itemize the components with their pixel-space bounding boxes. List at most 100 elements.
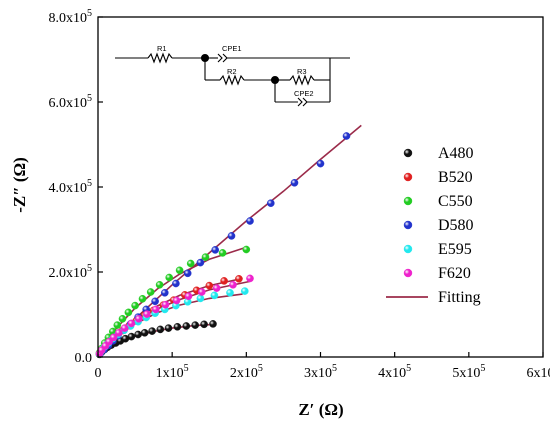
data-point-c550 [175,266,184,275]
circuit-label-r3: R3 [297,67,307,76]
legend-marker-b520 [403,172,413,182]
equivalent-circuit-diagram [115,52,350,107]
data-point-a480 [148,327,156,335]
legend-marker-f620 [403,268,413,278]
data-point-d580 [290,178,299,187]
data-point-f620 [127,319,136,328]
data-point-f620 [184,292,193,301]
data-point-f620 [161,300,170,309]
data-point-a480 [173,322,182,331]
legend-marker-a480 [403,148,413,158]
data-point-f620 [134,314,143,323]
data-point-d580 [342,132,351,140]
r1-resistor [147,52,173,64]
x-tick-label: 0 [95,366,102,381]
data-point-e595 [240,287,249,295]
y-axis-ticks: 0.0 2.0x105 4.0x105 6.0x105 8.0x105 [49,8,103,366]
data-point-f620 [109,333,118,342]
data-point-a480 [200,320,208,329]
legend-label-f620: F620 [438,265,471,282]
cpe1-element [217,53,228,63]
data-points [95,132,351,359]
x-axis-title: Z′ (Ω) [298,400,343,419]
data-point-e595 [196,294,205,303]
data-point-a480 [127,332,136,341]
legend-label-e595: E595 [438,241,472,258]
data-point-f620 [246,274,254,283]
data-point-c550 [186,259,195,268]
legend-marker-d580 [403,220,413,230]
junction-node-1 [200,53,210,63]
data-point-c550 [201,253,210,261]
r2-resistor [219,74,245,86]
data-point-b520 [220,277,228,285]
legend-marker-c550 [403,196,413,206]
data-point-e595 [210,291,219,300]
data-point-c550 [124,308,133,317]
data-point-d580 [316,159,325,168]
circuit-label-r2: R2 [227,67,237,76]
y-tick-label: 6.0x105 [49,93,93,111]
data-point-f620 [151,305,160,314]
x-tick-label: 1x105 [156,363,189,381]
data-point-c550 [155,280,164,289]
x-tick-label: 2x105 [230,363,263,381]
data-point-f620 [229,280,237,289]
legend-label-c550: C550 [438,193,473,210]
x-tick-label: 5x105 [452,363,485,381]
data-point-f620 [197,288,206,296]
data-point-f620 [172,296,181,305]
data-point-c550 [131,301,139,310]
data-point-d580 [227,232,236,240]
data-point-a480 [156,325,165,334]
data-point-d580 [151,297,159,306]
cpe2-element [297,97,308,107]
legend-label-b520: B520 [438,169,473,186]
data-point-c550 [118,314,127,323]
y-tick-label: 0.0 [75,351,93,366]
legend: A480 B520 C550 D580 E595 F620 Fitting [386,145,481,306]
data-point-a480 [209,320,217,328]
data-point-a480 [182,322,191,330]
data-point-c550 [218,249,227,257]
data-point-f620 [143,310,151,318]
x-tick-label: 4x105 [378,363,411,381]
circuit-label-cpe2: CPE2 [294,89,314,98]
data-point-f620 [115,328,123,337]
data-point-f620 [120,324,129,332]
circuit-label-r1: R1 [157,44,167,53]
data-point-d580 [211,246,219,254]
data-point-a480 [191,321,199,329]
legend-label-a480: A480 [438,145,474,162]
data-point-d580 [160,288,169,297]
data-point-c550 [165,273,173,282]
data-point-a480 [134,330,142,339]
x-tick-label: 3x105 [304,363,337,381]
data-point-c550 [138,294,147,303]
y-tick-label: 4.0x105 [49,178,93,196]
data-point-a480 [140,328,149,337]
data-point-d580 [246,217,254,225]
data-point-c550 [146,288,155,296]
legend-label-d580: D580 [438,217,474,234]
y-tick-label: 8.0x105 [49,8,93,26]
y-axis-title: -Z″ (Ω) [10,157,29,213]
data-point-b520 [235,274,243,283]
data-point-a480 [164,324,173,332]
data-point-d580 [266,199,275,207]
data-point-d580 [196,258,205,267]
data-point-d580 [183,269,192,278]
data-point-b520 [205,281,214,290]
x-axis-ticks: 0 1x105 2x105 3x105 4x105 5x105 6x105 [95,352,550,381]
data-point-c550 [113,321,122,329]
y-tick-label: 2.0x105 [49,263,93,281]
circuit-label-cpe1: CPE1 [222,44,242,53]
legend-marker-e595 [403,244,413,254]
data-point-c550 [242,245,251,254]
data-point-e595 [226,288,234,297]
junction-node-2 [270,75,280,85]
data-point-d580 [172,279,180,288]
r3-resistor [289,74,315,86]
data-point-f620 [212,284,221,292]
